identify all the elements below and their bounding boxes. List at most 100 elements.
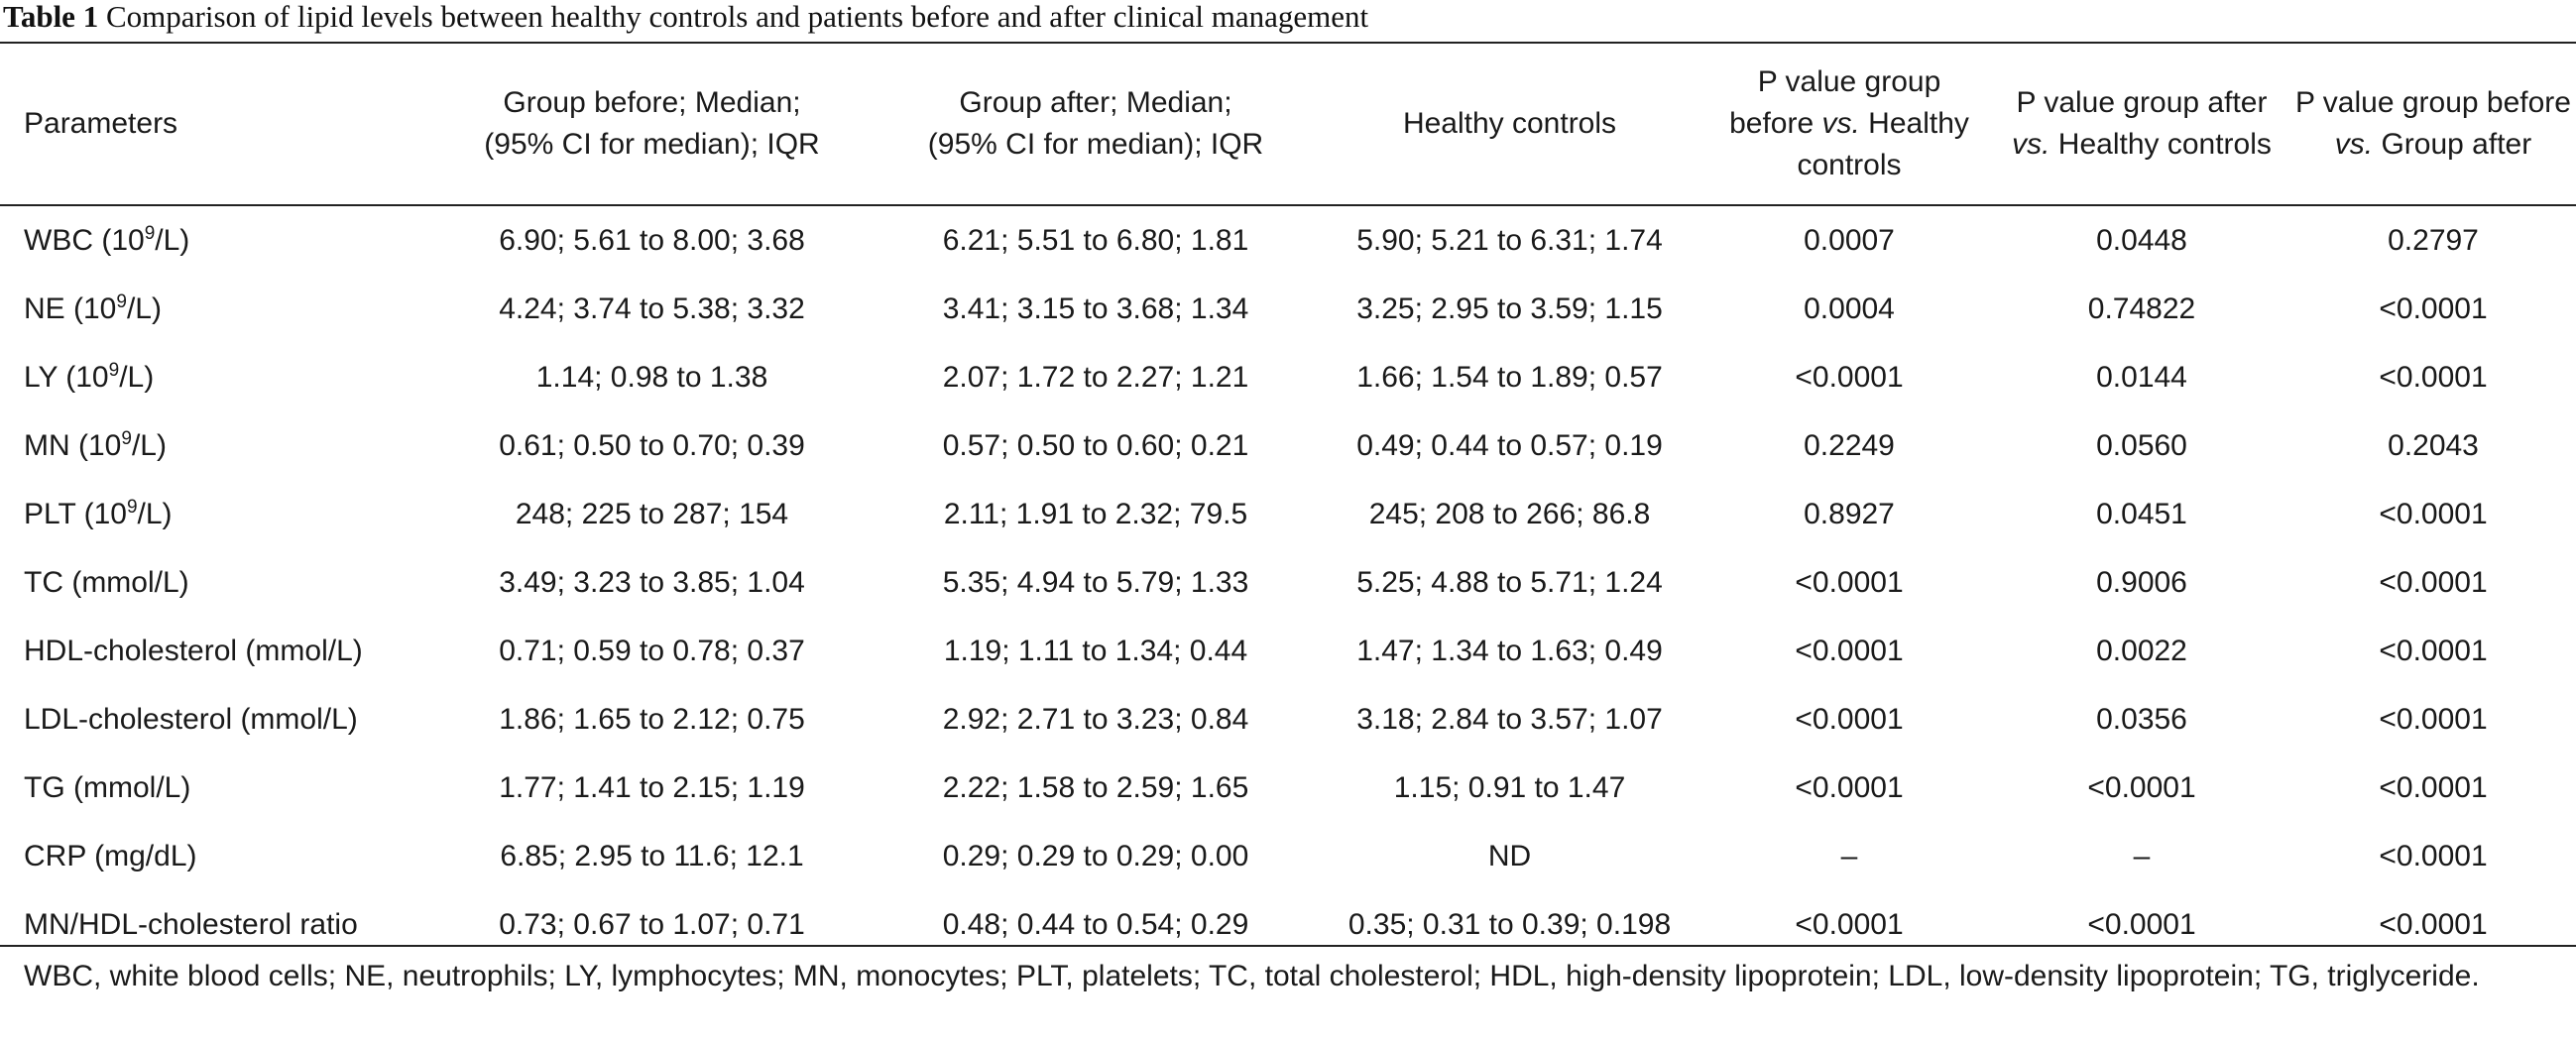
table-row: LDL-cholesterol (mmol/L) 1.86; 1.65 to 2.… <box>0 685 2576 754</box>
bottom-rule <box>0 945 2576 947</box>
cell-parameter: LDL-cholesterol (mmol/L) <box>24 702 358 736</box>
cell-group-after: 2.92; 2.71 to 3.23; 0.84 <box>942 702 1249 736</box>
table-row: MN (109/L) 0.61; 0.50 to 0.70; 0.39 0.57; … <box>0 411 2576 480</box>
header-healthy-controls: Healthy controls <box>1402 107 1617 140</box>
cell-p-before-vs-controls: <0.0001 <box>1795 565 1904 599</box>
cell-group-before: 3.49; 3.23 to 3.85; 1.04 <box>499 565 805 599</box>
table-row: MN/HDL-cholesterol ratio 0.73; 0.67 to 1.… <box>0 890 2576 959</box>
cell-p-after-vs-controls: 0.74822 <box>2087 291 2196 325</box>
cell-parameter: PLT (109/L) <box>24 496 173 530</box>
table-row: LY (109/L) 1.14; 0.98 to 1.38 2.07; 1.72 t… <box>0 343 2576 411</box>
cell-p-before-vs-after: <0.0001 <box>2379 360 2488 394</box>
cell-healthy-controls: 5.25; 4.88 to 5.71; 1.24 <box>1356 565 1663 599</box>
cell-parameter: TG (mmol/L) <box>24 770 191 804</box>
cell-parameter: CRP (mg/dL) <box>24 839 197 872</box>
header-p-after-vs-controls: P value group after vs. Healthy controls <box>2012 86 2272 161</box>
data-table: Parameters Group before; Median; (95% CI … <box>0 44 2576 959</box>
table-row: NE (109/L) 4.24; 3.74 to 5.38; 3.32 3.41; … <box>0 275 2576 343</box>
cell-p-before-vs-controls: 0.0004 <box>1804 291 1895 325</box>
cell-healthy-controls: 3.18; 2.84 to 3.57; 1.07 <box>1356 702 1663 736</box>
cell-healthy-controls: 0.35; 0.31 to 0.39; 0.198 <box>1347 907 1672 941</box>
cell-p-before-vs-controls: – <box>1840 839 1858 872</box>
table-row: PLT (109/L) 248; 225 to 287; 154 2.11; 1.9… <box>0 480 2576 548</box>
cell-p-before-vs-after: <0.0001 <box>2379 839 2488 872</box>
cell-p-before-vs-after: <0.0001 <box>2379 497 2488 530</box>
header-rule <box>0 204 2576 206</box>
cell-healthy-controls: ND <box>1487 839 1532 872</box>
cell-group-before: 6.90; 5.61 to 8.00; 3.68 <box>499 223 805 257</box>
cell-p-before-vs-controls: <0.0001 <box>1795 702 1904 736</box>
table-row: WBC (109/L) 6.90; 5.61 to 8.00; 3.68 6.21;… <box>0 204 2576 275</box>
header-p-before-vs-after: P value group before vs. Group after <box>2295 86 2571 161</box>
top-rule <box>0 42 2576 44</box>
cell-p-before-vs-after: <0.0001 <box>2379 565 2488 599</box>
cell-p-after-vs-controls: 0.0356 <box>2096 702 2187 736</box>
cell-p-before-vs-controls: 0.2249 <box>1804 428 1895 462</box>
cell-p-after-vs-controls: <0.0001 <box>2087 770 2196 804</box>
cell-parameter: HDL-cholesterol (mmol/L) <box>24 634 363 667</box>
cell-p-after-vs-controls: 0.0448 <box>2096 223 2187 257</box>
cell-p-before-vs-after: 0.2797 <box>2388 223 2479 257</box>
cell-healthy-controls: 3.25; 2.95 to 3.59; 1.15 <box>1356 291 1663 325</box>
table-row: TC (mmol/L) 3.49; 3.23 to 3.85; 1.04 5.35;… <box>0 548 2576 617</box>
cell-group-after: 0.48; 0.44 to 0.54; 0.29 <box>942 907 1249 941</box>
cell-healthy-controls: 1.47; 1.34 to 1.63; 0.49 <box>1356 634 1663 667</box>
cell-p-after-vs-controls: 0.9006 <box>2096 565 2187 599</box>
cell-parameter: LY (109/L) <box>24 359 155 394</box>
cell-group-before: 0.73; 0.67 to 1.07; 0.71 <box>499 907 805 941</box>
cell-group-after: 0.57; 0.50 to 0.60; 0.21 <box>942 428 1249 462</box>
cell-p-before-vs-controls: <0.0001 <box>1795 907 1904 941</box>
table-caption: Table 1 Comparison of lipid levels betwe… <box>3 0 1368 40</box>
cell-p-before-vs-controls: <0.0001 <box>1795 770 1904 804</box>
cell-p-before-vs-after: <0.0001 <box>2379 702 2488 736</box>
cell-p-before-vs-after: <0.0001 <box>2379 907 2488 941</box>
cell-group-after: 2.11; 1.91 to 2.32; 79.5 <box>943 497 1248 530</box>
cell-healthy-controls: 1.15; 0.91 to 1.47 <box>1393 770 1626 804</box>
cell-p-after-vs-controls: 0.0022 <box>2096 634 2187 667</box>
cell-p-before-vs-controls: <0.0001 <box>1795 360 1904 394</box>
cell-group-after: 1.19; 1.11 to 1.34; 0.44 <box>943 634 1248 667</box>
table-caption-text: Comparison of lipid levels between healt… <box>105 0 1369 34</box>
cell-p-after-vs-controls: 0.0451 <box>2096 497 2187 530</box>
cell-group-before: 1.86; 1.65 to 2.12; 0.75 <box>499 702 805 736</box>
cell-p-after-vs-controls: 0.0560 <box>2096 428 2187 462</box>
cell-p-before-vs-controls: 0.8927 <box>1804 497 1895 530</box>
cell-parameter: MN/HDL-cholesterol ratio <box>24 907 358 941</box>
table-caption-label: Table 1 <box>3 0 99 34</box>
cell-p-before-vs-after: <0.0001 <box>2379 291 2488 325</box>
cell-group-after: 2.22; 1.58 to 2.59; 1.65 <box>942 770 1249 804</box>
header-group-before: Group before; Median; (95% CI for median)… <box>484 86 820 161</box>
header-p-before-vs-controls: P value group before vs. Healthy controls <box>1729 65 1969 181</box>
cell-group-before: 248; 225 to 287; 154 <box>515 497 789 530</box>
cell-healthy-controls: 1.66; 1.54 to 1.89; 0.57 <box>1356 360 1663 394</box>
cell-healthy-controls: 245; 208 to 266; 86.8 <box>1368 497 1651 530</box>
header-group-after: Group after; Median; (95% CI for median);… <box>927 86 1264 161</box>
cell-p-after-vs-controls: – <box>2133 839 2151 872</box>
cell-group-after: 5.35; 4.94 to 5.79; 1.33 <box>942 565 1249 599</box>
cell-group-before: 0.61; 0.50 to 0.70; 0.39 <box>499 428 805 462</box>
cell-p-before-vs-after: <0.0001 <box>2379 770 2488 804</box>
cell-p-before-vs-controls: <0.0001 <box>1795 634 1904 667</box>
cell-group-before: 1.77; 1.41 to 2.15; 1.19 <box>499 770 805 804</box>
table-row: CRP (mg/dL) 6.85; 2.95 to 11.6; 12.1 0.29;… <box>0 822 2576 890</box>
cell-p-after-vs-controls: 0.0144 <box>2096 360 2187 394</box>
cell-group-after: 0.29; 0.29 to 0.29; 0.00 <box>942 839 1249 872</box>
cell-p-after-vs-controls: <0.0001 <box>2087 907 2196 941</box>
table-row: HDL-cholesterol (mmol/L) 0.71; 0.59 to 0.… <box>0 617 2576 685</box>
cell-parameter: MN (109/L) <box>24 427 167 462</box>
table-row: TG (mmol/L) 1.77; 1.41 to 2.15; 1.19 2.22;… <box>0 754 2576 822</box>
cell-p-before-vs-after: 0.2043 <box>2388 428 2479 462</box>
cell-healthy-controls: 0.49; 0.44 to 0.57; 0.19 <box>1356 428 1663 462</box>
cell-parameter: NE (109/L) <box>24 290 162 325</box>
cell-group-after: 2.07; 1.72 to 2.27; 1.21 <box>942 360 1249 394</box>
cell-group-before: 6.85; 2.95 to 11.6; 12.1 <box>500 839 804 872</box>
cell-group-before: 1.14; 0.98 to 1.38 <box>535 360 768 394</box>
cell-group-before: 4.24; 3.74 to 5.38; 3.32 <box>499 291 805 325</box>
header-parameters: Parameters <box>24 107 178 140</box>
table-footnote: WBC, white blood cells; NE, neutrophils;… <box>24 960 2480 992</box>
cell-group-after: 3.41; 3.15 to 3.68; 1.34 <box>942 291 1249 325</box>
cell-parameter: WBC (109/L) <box>24 222 190 257</box>
cell-p-before-vs-after: <0.0001 <box>2379 634 2488 667</box>
cell-group-before: 0.71; 0.59 to 0.78; 0.37 <box>499 634 805 667</box>
header-row: Parameters Group before; Median; (95% CI … <box>0 44 2576 204</box>
